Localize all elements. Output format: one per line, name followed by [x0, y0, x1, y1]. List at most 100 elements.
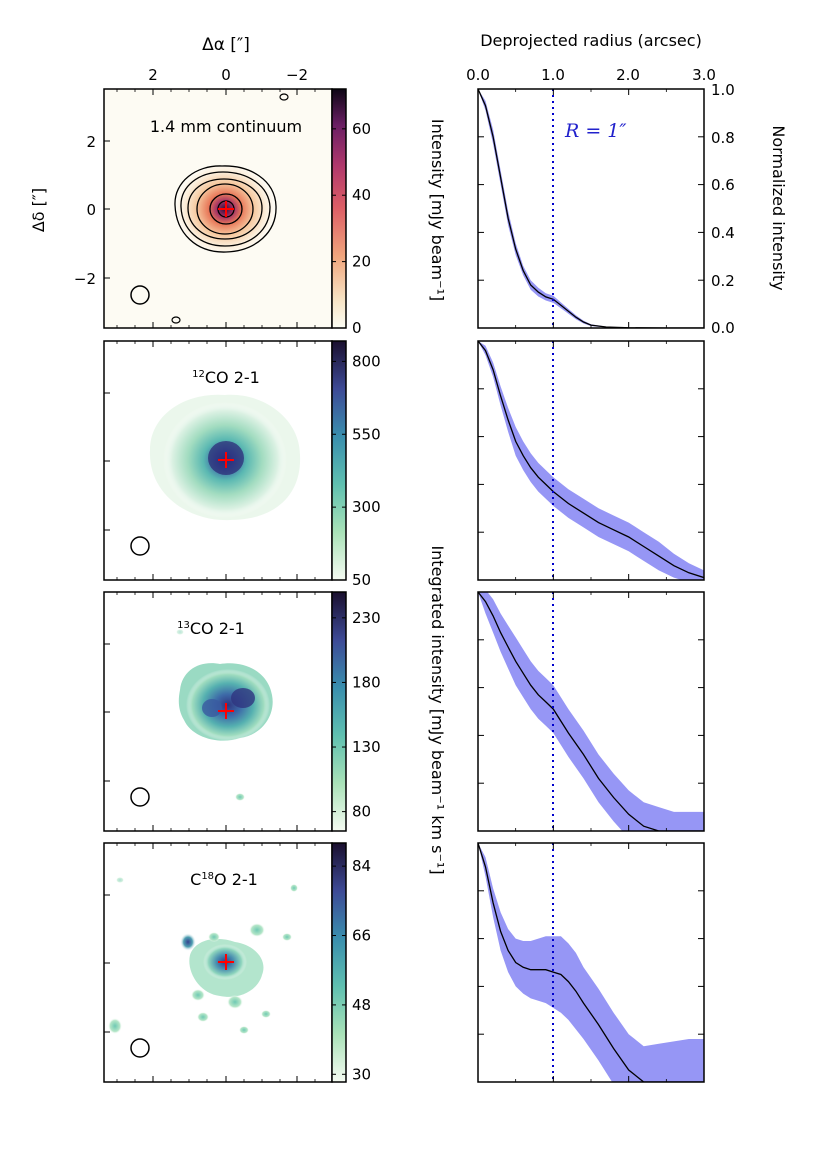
contour-line — [174, 165, 277, 253]
noise-contour — [279, 93, 289, 101]
colorbar-tick-label: 230 — [352, 609, 381, 627]
title-superscript: 12 — [192, 369, 205, 380]
profile-ytick-label: 0.8 — [711, 129, 735, 147]
profile-ytick-label: 0.4 — [711, 224, 735, 242]
beam-ellipse — [130, 536, 150, 556]
profile-xtick-label: 0.0 — [466, 66, 490, 84]
radial-profiles: R = 1″ — [477, 88, 705, 1083]
colorbar-tick-label: 550 — [352, 425, 381, 443]
map-panel-continuum: 1.4 mm continuum — [103, 88, 333, 329]
colorbar-ticks: 0 20 40 60 50 300 550 800 80 130 180 230 30 48 66 84 — [332, 120, 381, 1083]
profile-xlabel-top: Deprojected radius (arcsec) — [480, 31, 702, 50]
contour-line — [209, 193, 243, 225]
colorbar-tick-label: 0 — [352, 319, 362, 337]
emission-blob — [231, 688, 255, 708]
profile-right-ytick-labels: 0.0 0.2 0.4 0.6 0.8 1.0 — [711, 81, 735, 337]
map-ticks — [104, 89, 316, 1082]
profile-ytick-label: 0.0 — [711, 319, 735, 337]
colorbar-tick-label: 66 — [352, 927, 371, 945]
emission-blob — [197, 1012, 209, 1022]
profile-panel-12co — [477, 340, 705, 581]
profile-ticks — [477, 88, 705, 1083]
source-position-marker — [218, 201, 234, 217]
profile-xtick-label: 2.0 — [616, 66, 640, 84]
map-ytick-label: 2 — [86, 133, 96, 151]
map-xtick-label: −2 — [286, 66, 308, 84]
radius-marker-label: R = 1″ — [564, 120, 627, 142]
profile-ytick-label: 0.2 — [711, 272, 735, 290]
map-xtick-label: 0 — [221, 66, 231, 84]
profile-xtick-labels: 0.0 1.0 2.0 3.0 — [466, 66, 716, 84]
profile-panel-13co — [477, 591, 705, 832]
emission-blob — [282, 933, 292, 941]
colorbar-tick-label: 800 — [352, 352, 381, 370]
title-prefix: C — [190, 870, 201, 889]
title-superscript: 18 — [201, 871, 214, 882]
profile-ytick-label: 1.0 — [711, 81, 735, 99]
colorbar-tick-label: 84 — [352, 857, 371, 875]
emission-blob — [180, 933, 196, 951]
map-panel-c18o: C18O 2-1 — [103, 842, 333, 1083]
profile-right-ylabel: Normalized intensity — [769, 125, 788, 290]
mean-profile-line — [478, 843, 704, 1082]
panel-title: C18O 2-1 — [190, 870, 258, 889]
contour-line — [187, 178, 263, 240]
emission-blob — [202, 699, 222, 717]
profile-ytick-label: 0.6 — [711, 176, 735, 194]
profile-background — [478, 592, 704, 831]
profile-panel-continuum: R = 1″ — [477, 88, 705, 329]
emission-blob — [290, 884, 298, 892]
map-xtick-labels: 2 0 −2 — [148, 66, 308, 84]
beam-ellipse — [130, 285, 150, 305]
title-superscript: 13 — [177, 620, 190, 631]
map-panel-12co: 12CO 2-1 — [103, 340, 333, 581]
source-position-marker — [218, 954, 234, 970]
map-xlabel: Δα [″] — [202, 35, 250, 55]
colorbar-12co — [331, 340, 347, 581]
beam-ellipse — [130, 787, 150, 807]
title-main: O 2-1 — [214, 870, 258, 889]
contour-line — [180, 171, 271, 247]
colorbar-tick-label: 80 — [352, 803, 371, 821]
emission-blob — [249, 923, 265, 937]
contour-line — [196, 183, 254, 235]
map-ytick-label: −2 — [74, 270, 96, 288]
emission-blob — [239, 1026, 249, 1034]
error-band — [478, 843, 704, 1082]
beam-ellipse — [130, 1038, 150, 1058]
title-main: CO 2-1 — [190, 619, 245, 638]
colorbar-tick-label: 30 — [352, 1065, 371, 1083]
lines-cbar-label: Integrated intensity [mJy beam⁻¹ km s⁻¹] — [428, 545, 447, 874]
colorbar-tick-label: 50 — [352, 571, 371, 589]
emission-blob — [208, 932, 220, 942]
emission-blob — [116, 877, 124, 883]
error-band — [478, 341, 704, 580]
panel-title: 12CO 2-1 — [192, 368, 260, 387]
profile-panel-c18o — [477, 842, 705, 1083]
colorbar-tick-label: 300 — [352, 498, 381, 516]
colorbar-tick-label: 60 — [352, 120, 371, 138]
noise-contour — [171, 316, 181, 324]
emission-blob — [235, 793, 245, 801]
profile-background — [478, 89, 704, 328]
error-band — [478, 592, 704, 831]
colorbar-gradient — [331, 340, 347, 581]
emission-blob — [186, 669, 270, 741]
map-ylabel: Δδ [″] — [29, 188, 48, 232]
source-position-marker — [218, 703, 234, 719]
emission-blob — [261, 1010, 271, 1018]
colorbar-gradient — [331, 842, 347, 1083]
emission-blob — [108, 1018, 122, 1034]
mean-profile-line — [478, 592, 704, 831]
profile-xtick-label: 1.0 — [541, 66, 565, 84]
colorbar-13co — [331, 591, 347, 832]
profile-xtick-label: 3.0 — [692, 66, 716, 84]
colorbar-tick-label: 20 — [352, 253, 371, 271]
emission-blob — [176, 629, 184, 635]
colorbar-gradient — [331, 591, 347, 832]
source-position-marker — [218, 452, 234, 468]
emission-blob — [191, 989, 205, 1001]
colorbar-tick-label: 130 — [352, 738, 381, 756]
colorbar-continuum — [331, 88, 347, 329]
